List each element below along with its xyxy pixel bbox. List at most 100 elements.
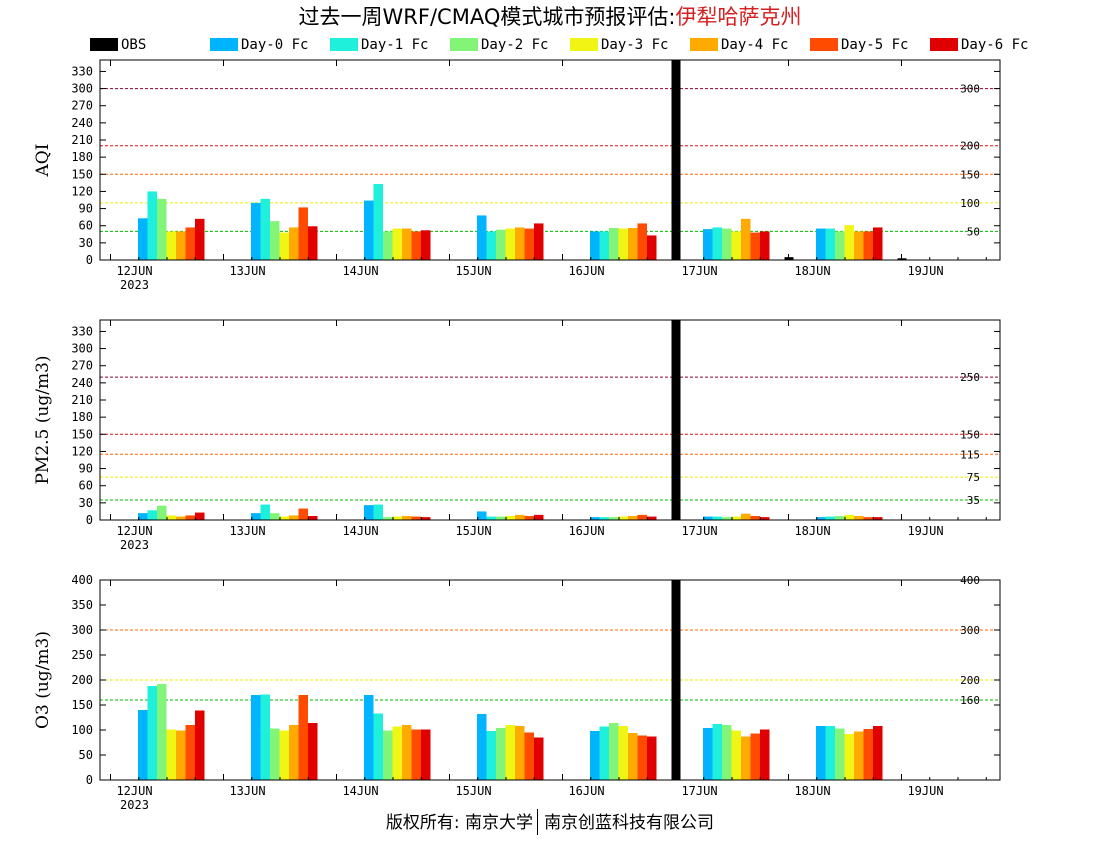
bar-day-5-fc-16JUN [637, 514, 647, 520]
y-tick-label-0: 0 [86, 773, 93, 787]
bar-day-5-fc-15JUN [524, 732, 534, 780]
bar-day-3-fc-16JUN [618, 726, 628, 780]
bar-day-5-fc-13JUN [298, 207, 308, 260]
y-tick-label-10: 300 [71, 342, 93, 356]
bar-day-2-fc-13JUN [270, 513, 280, 520]
bar-day-6-fc-17JUN [760, 517, 770, 520]
bar-day-5-fc-16JUN [637, 223, 647, 260]
bar-day-4-fc-12JUN [176, 516, 186, 520]
footer: 版权所有: 南京大学 南京创蓝科技有限公司 [0, 808, 1100, 835]
x-year-label: 2023 [120, 278, 149, 292]
bar-day-4-fc-13JUN [289, 515, 299, 520]
bar-day-0-fc-14JUN [364, 200, 374, 260]
bar-day-3-fc-17JUN [731, 231, 741, 260]
bar-day-3-fc-13JUN [279, 232, 289, 260]
x-tick-label-18JUN: 18JUN [794, 524, 830, 538]
legend-label-1: Day-0 Fc [241, 37, 308, 53]
bar-day-0-fc-17JUN [703, 229, 713, 260]
bar-day-1-fc-16JUN [599, 726, 609, 780]
bar-day-4-fc-14JUN [402, 228, 412, 260]
bar-obs-17JUN [671, 580, 681, 780]
y-tick-label-6: 300 [71, 623, 93, 637]
bar-day-5-fc-15JUN [524, 516, 534, 520]
bar-day-2-fc-17JUN [722, 517, 732, 520]
y-tick-label-2: 60 [79, 479, 93, 493]
bar-day-5-fc-17JUN [750, 516, 760, 520]
x-tick-label-12JUN: 12JUN [116, 784, 152, 798]
footer-left: 版权所有: 南京大学 [385, 813, 534, 833]
threshold-label-3: 100 [960, 197, 980, 210]
bar-day-6-fc-15JUN [534, 223, 544, 260]
bar-day-1-fc-17JUN [712, 516, 722, 520]
panel-1: 250 150 115 75 35 0 30 60 90 120 150 180 210 240 270 30… [33, 319, 1001, 552]
y-tick-label-10: 300 [71, 82, 93, 96]
bar-day-4-fc-15JUN [515, 227, 525, 260]
legend-swatch-3 [450, 38, 478, 51]
y-tick-label-7: 210 [71, 133, 93, 147]
bar-day-6-fc-18JUN [873, 227, 883, 260]
x-tick-label-12JUN: 12JUN [116, 264, 152, 278]
bar-day-6-fc-15JUN [534, 514, 544, 520]
y-axis-label: PM2.5 (ug/m3) [33, 355, 53, 484]
bar-day-1-fc-13JUN [260, 504, 270, 520]
bar-day-0-fc-13JUN [251, 513, 261, 520]
bar-day-4-fc-17JUN [741, 513, 751, 520]
threshold-label-0: 250 [960, 371, 980, 384]
bar-day-5-fc-14JUN [411, 231, 421, 260]
bar-day-5-fc-17JUN [750, 733, 760, 780]
y-tick-label-8: 240 [71, 116, 93, 130]
threshold-label-0: 300 [960, 83, 980, 96]
bar-day-1-fc-16JUN [599, 517, 609, 520]
bar-day-0-fc-15JUN [477, 714, 487, 780]
bar-day-1-fc-16JUN [599, 231, 609, 260]
y-tick-label-9: 270 [71, 359, 93, 373]
bar-day-3-fc-14JUN [392, 516, 402, 520]
x-tick-label-19JUN: 19JUN [907, 524, 943, 538]
bar-day-1-fc-18JUN [825, 726, 835, 780]
bar-day-6-fc-14JUN [421, 230, 431, 260]
y-axis-label: O3 (ug/m3) [33, 631, 53, 729]
bar-day-0-fc-15JUN [477, 215, 487, 260]
bar-day-1-fc-15JUN [486, 231, 496, 260]
x-tick-label-13JUN: 13JUN [229, 524, 265, 538]
bar-day-1-fc-12JUN [147, 686, 157, 780]
bar-day-0-fc-16JUN [590, 731, 600, 780]
bar-day-5-fc-14JUN [411, 516, 421, 520]
bar-day-3-fc-12JUN [166, 515, 176, 520]
x-tick-label-16JUN: 16JUN [568, 524, 604, 538]
bar-day-6-fc-14JUN [421, 729, 431, 780]
footer-right: 南京创蓝科技有限公司 [544, 813, 715, 833]
bar-day-3-fc-12JUN [166, 729, 176, 780]
bar-day-4-fc-14JUN [402, 725, 412, 780]
x-tick-label-16JUN: 16JUN [568, 784, 604, 798]
legend-swatch-2 [330, 38, 358, 51]
bar-day-0-fc-12JUN [138, 710, 148, 780]
bar-day-6-fc-18JUN [873, 517, 883, 520]
x-tick-label-18JUN: 18JUN [794, 784, 830, 798]
bar-day-5-fc-12JUN [185, 515, 195, 520]
y-tick-label-1: 30 [79, 496, 93, 510]
bar-day-5-fc-15JUN [524, 228, 534, 260]
bar-day-3-fc-18JUN [844, 225, 854, 260]
bar-day-0-fc-18JUN [816, 726, 826, 780]
legend-swatch-4 [570, 38, 598, 51]
bar-day-2-fc-14JUN [383, 517, 393, 520]
bar-day-1-fc-14JUN [373, 713, 383, 780]
bar-day-2-fc-18JUN [835, 728, 845, 780]
bar-day-3-fc-16JUN [618, 516, 628, 520]
bar-day-2-fc-16JUN [609, 517, 619, 520]
bar-day-5-fc-14JUN [411, 729, 421, 780]
x-tick-label-19JUN: 19JUN [907, 784, 943, 798]
legend-swatch-5 [690, 38, 718, 51]
bar-day-0-fc-16JUN [590, 231, 600, 260]
bar-day-5-fc-17JUN [750, 232, 760, 260]
legend-label-0: OBS [121, 37, 146, 53]
bar-obs-17JUN [671, 320, 681, 520]
bar-day-6-fc-17JUN [760, 729, 770, 780]
bar-day-4-fc-15JUN [515, 514, 525, 520]
bar-day-4-fc-15JUN [515, 726, 525, 780]
bar-day-4-fc-14JUN [402, 516, 412, 520]
bar-day-0-fc-14JUN [364, 695, 374, 780]
bar-day-0-fc-17JUN [703, 516, 713, 520]
y-tick-label-8: 400 [71, 573, 93, 587]
